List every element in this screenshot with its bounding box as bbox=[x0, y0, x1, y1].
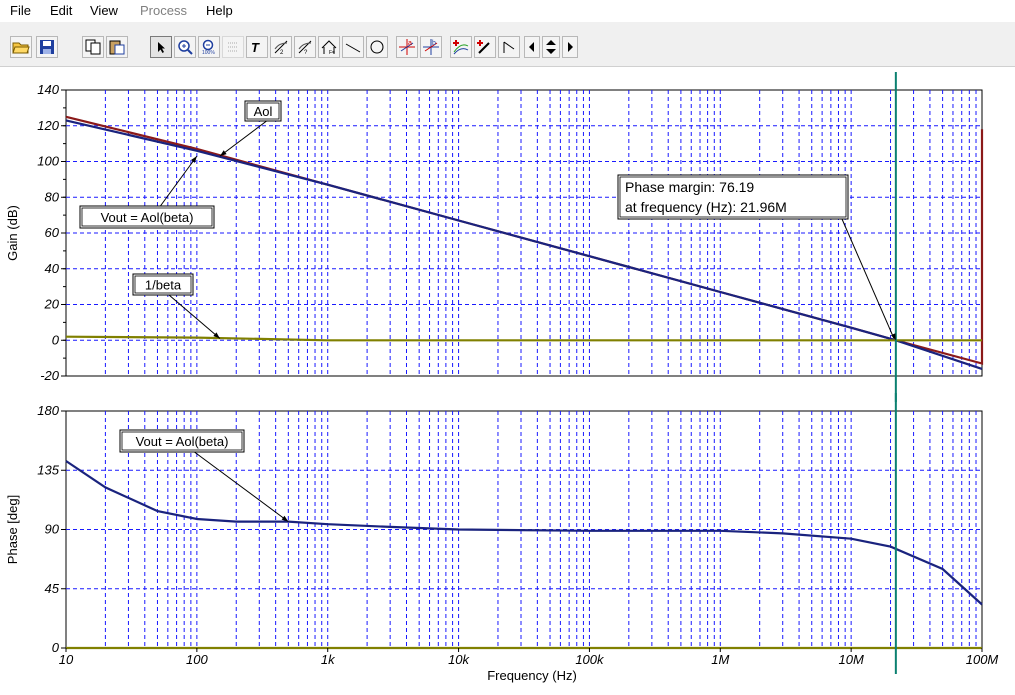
y-tick-label: 80 bbox=[45, 189, 60, 204]
annotation-box-inner bbox=[121, 431, 243, 451]
annotation-arrow bbox=[194, 451, 289, 523]
svg-text:100%: 100% bbox=[202, 50, 215, 55]
chart-area: 140 120 100 80 60 40 20 0 -20 Gain (dB) 180 135 90 45… bbox=[0, 67, 1015, 690]
y-tick-label: -20 bbox=[40, 368, 60, 383]
y-tick-label: 140 bbox=[37, 82, 59, 97]
scroll-left-icon[interactable] bbox=[524, 36, 540, 58]
grid-icon[interactable] bbox=[222, 36, 244, 58]
x-axis-label: Frequency (Hz) bbox=[487, 668, 577, 683]
y-tick-label: 20 bbox=[44, 297, 60, 312]
x-tick-label: 100k bbox=[575, 652, 605, 667]
panel-phase: 180 135 90 45 0 Phase [deg] 10 100 1k 10k 100k 1M 10… bbox=[5, 393, 998, 683]
series-line-vout-aol-beta- bbox=[65, 119, 983, 370]
post-processor-icon[interactable]: 2 bbox=[270, 36, 292, 58]
text-icon[interactable]: T bbox=[246, 36, 268, 58]
annotation-arrowhead bbox=[191, 156, 197, 163]
phase-margin-frequency-label: at frequency (Hz): 21.96M bbox=[625, 199, 787, 215]
y-tick-label: 180 bbox=[37, 403, 59, 418]
y-tick-label: 90 bbox=[45, 522, 60, 537]
svg-text:T: T bbox=[251, 40, 260, 54]
panel-gain: 140 120 100 80 60 40 20 0 -20 Gain (dB) bbox=[5, 72, 984, 402]
line-icon[interactable] bbox=[342, 36, 364, 58]
annotation-arrowhead bbox=[219, 150, 227, 157]
menu-bar: File Edit View Process Help bbox=[0, 0, 1015, 22]
save-icon[interactable] bbox=[36, 36, 58, 58]
annotation-box bbox=[132, 273, 194, 296]
y-axis-label: Gain (dB) bbox=[5, 205, 20, 261]
pen-icon[interactable] bbox=[474, 36, 496, 58]
svg-text:a: a bbox=[408, 40, 412, 47]
menu-process[interactable]: Process bbox=[140, 3, 187, 18]
annotation-label: 1/beta bbox=[145, 278, 182, 293]
y-tick-label: 45 bbox=[45, 581, 60, 596]
zoom-in-icon[interactable] bbox=[174, 36, 196, 58]
y-axis-label: Phase [deg] bbox=[5, 495, 20, 564]
svg-text:b: b bbox=[432, 40, 436, 47]
annotation-box bbox=[79, 205, 215, 229]
y-tick-label: 0 bbox=[52, 640, 60, 655]
zoom-100-icon[interactable]: 100% bbox=[198, 36, 220, 58]
y-tick-label: 135 bbox=[37, 462, 59, 477]
menu-file[interactable]: File bbox=[10, 3, 31, 18]
svg-text:?: ? bbox=[304, 50, 308, 55]
menu-help[interactable]: Help bbox=[206, 3, 233, 18]
annotation-arrow bbox=[159, 155, 198, 207]
add-curve-icon[interactable] bbox=[450, 36, 472, 58]
phase-margin-box-inner bbox=[619, 176, 847, 218]
open-folder-icon[interactable] bbox=[10, 36, 32, 58]
x-tick-label: 10M bbox=[838, 652, 863, 667]
phase-margin-label: Phase margin: 76.19 bbox=[625, 179, 754, 195]
svg-text:F=: F= bbox=[329, 50, 335, 55]
paste-icon[interactable] bbox=[106, 36, 128, 58]
toolbar: 100% T 2 ? F= a b bbox=[0, 22, 1015, 67]
phase-margin-box bbox=[617, 174, 849, 220]
annotation-box-inner bbox=[81, 207, 213, 227]
formula-icon[interactable]: F= bbox=[318, 36, 340, 58]
annotation-arrow bbox=[219, 120, 267, 157]
y-tick-label: 120 bbox=[37, 118, 59, 133]
x-tick-label: 10k bbox=[448, 652, 470, 667]
annotation-label: Aol bbox=[254, 104, 273, 119]
post-processor-2-icon[interactable]: ? bbox=[294, 36, 316, 58]
annotation-arrowhead bbox=[890, 333, 896, 341]
menu-edit[interactable]: Edit bbox=[50, 3, 73, 18]
y-tick-label: 0 bbox=[52, 332, 60, 347]
annotation-label: Vout = Aol(beta) bbox=[101, 210, 194, 225]
menu-view[interactable]: View bbox=[90, 3, 118, 18]
annotation-label: Vout = Aol(beta) bbox=[136, 434, 229, 449]
annotation-arrow bbox=[168, 294, 221, 339]
series-line-vout-aol-beta- bbox=[65, 460, 983, 606]
annotation-arrowhead bbox=[281, 515, 289, 522]
scroll-updown-icon[interactable] bbox=[542, 36, 560, 58]
scroll-right-icon[interactable] bbox=[562, 36, 578, 58]
copy-icon[interactable] bbox=[82, 36, 104, 58]
annotation-box-inner bbox=[134, 275, 192, 294]
annotation-box bbox=[119, 429, 245, 453]
marker-icon[interactable] bbox=[498, 36, 520, 58]
x-tick-label: 1k bbox=[321, 652, 336, 667]
y-tick-label: 40 bbox=[45, 261, 60, 276]
annotation-box bbox=[244, 100, 282, 122]
y-tick-label: 60 bbox=[45, 225, 60, 240]
svg-text:2: 2 bbox=[280, 50, 284, 55]
annotation-arrow bbox=[841, 218, 895, 339]
annotation-arrowhead bbox=[213, 332, 220, 339]
annotation-box-inner bbox=[246, 102, 280, 120]
cursor-b-icon[interactable]: b bbox=[420, 36, 442, 58]
pointer-icon[interactable] bbox=[150, 36, 172, 58]
x-tick-label: 1M bbox=[711, 652, 729, 667]
circle-icon[interactable] bbox=[366, 36, 388, 58]
cursor-a-icon[interactable]: a bbox=[396, 36, 418, 58]
x-tick-label: 100M bbox=[966, 652, 999, 667]
x-tick-label: 100 bbox=[186, 652, 208, 667]
x-tick-label: 10 bbox=[59, 652, 74, 667]
y-tick-label: 100 bbox=[37, 154, 59, 169]
